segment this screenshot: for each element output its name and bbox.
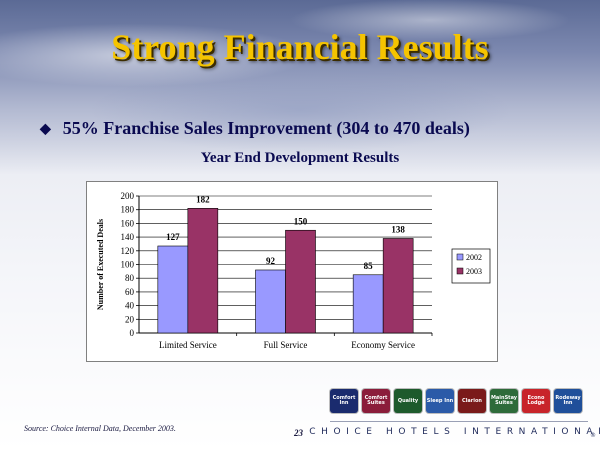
source-note: Source: Choice Internal Data, December 2… bbox=[24, 424, 176, 433]
brand-logo-quality: Quality bbox=[394, 389, 422, 413]
header-background bbox=[0, 0, 600, 175]
brand-logo-rodeway-inn: Rodeway Inn bbox=[554, 389, 582, 413]
slide-title: Strong Financial Results bbox=[111, 27, 489, 67]
y-tick-label: 60 bbox=[125, 287, 135, 297]
data-label: 85 bbox=[364, 261, 374, 271]
bullet-text: 55% Franchise Sales Improvement (304 to … bbox=[62, 118, 470, 138]
diamond-bullet-icon: ◆ bbox=[40, 122, 51, 137]
bar-2003-full-service bbox=[285, 229, 316, 334]
y-tick-label: 40 bbox=[125, 301, 135, 311]
data-label: 182 bbox=[196, 194, 210, 204]
bar-2002-limited-service bbox=[157, 245, 189, 334]
chart-subtitle: Year End Development Results bbox=[200, 150, 400, 166]
brand-logo-mainstay-suites: MainStay Suites bbox=[490, 389, 518, 413]
bullet-point: ◆ 55% Franchise Sales Improvement (304 to… bbox=[40, 118, 470, 139]
x-tick-label: Limited Service bbox=[159, 340, 217, 350]
x-tick-label: Economy Service bbox=[351, 340, 415, 350]
legend-swatch-2003 bbox=[456, 267, 464, 275]
y-tick-label: 200 bbox=[121, 191, 135, 201]
y-tick-label: 140 bbox=[121, 232, 135, 242]
data-label: 138 bbox=[391, 224, 405, 234]
y-axis-label: Number of Executed Deals bbox=[96, 219, 105, 310]
brand-logo-comfort-inn: Comfort Inn bbox=[330, 389, 358, 413]
y-tick-label: 160 bbox=[121, 218, 135, 228]
bar-2002-economy-service bbox=[352, 274, 384, 334]
bar-2002-full-service bbox=[255, 269, 286, 334]
y-tick-label: 20 bbox=[125, 314, 135, 324]
registered-mark: ® bbox=[590, 432, 596, 439]
brand-logo-row: Comfort Inn Comfort Suites Quality Sleep In… bbox=[330, 384, 588, 418]
brand-logo-econo-lodge: Econo Lodge bbox=[522, 389, 550, 413]
brand-logo-clarion: Clarion bbox=[458, 389, 486, 413]
y-tick-label: 0 bbox=[130, 328, 135, 338]
legend-label-2003: 2003 bbox=[466, 267, 482, 276]
bar-2003-economy-service bbox=[382, 238, 414, 334]
brand-logo-comfort-suites: Comfort Suites bbox=[362, 389, 390, 413]
x-tick-label: Full Service bbox=[264, 340, 308, 350]
bar-chart: 0 20 40 60 80 100 120 140 160 180 200 Number of Exe… bbox=[96, 191, 491, 350]
data-label: 127 bbox=[166, 232, 180, 242]
legend-label-2002: 2002 bbox=[466, 253, 482, 262]
legend-swatch-2002 bbox=[456, 253, 464, 261]
company-name: CHOICE HOTELS INTERNATIONAL bbox=[309, 421, 600, 442]
y-tick-label: 100 bbox=[121, 260, 135, 270]
bar-2003-limited-service bbox=[187, 208, 219, 334]
y-tick-label: 120 bbox=[121, 246, 135, 256]
data-label: 92 bbox=[266, 256, 276, 266]
data-label: 150 bbox=[294, 216, 308, 226]
y-tick-label: 80 bbox=[125, 273, 135, 283]
chart-panel: 0 20 40 60 80 100 120 140 160 180 200 Number of Exe… bbox=[86, 181, 498, 362]
page-number: 23 bbox=[294, 428, 303, 438]
brand-logo-sleep-inn: Sleep Inn bbox=[426, 389, 454, 413]
y-tick-label: 180 bbox=[121, 205, 135, 215]
